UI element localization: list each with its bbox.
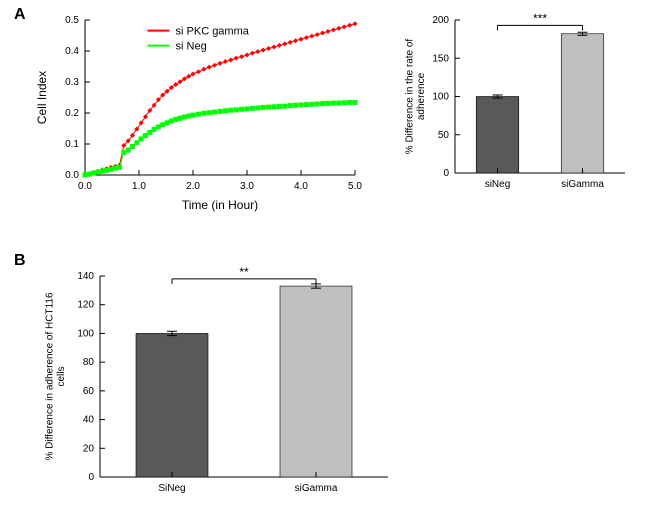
svg-text:200: 200 xyxy=(432,15,449,26)
svg-text:0.0: 0.0 xyxy=(78,181,92,192)
svg-text:100: 100 xyxy=(77,328,94,339)
svg-text:0: 0 xyxy=(443,168,449,179)
svg-text:0.5: 0.5 xyxy=(65,15,79,26)
svg-text:Time (in Hour): Time (in Hour) xyxy=(182,198,258,212)
svg-text:0.0: 0.0 xyxy=(65,170,79,181)
svg-text:20: 20 xyxy=(83,443,95,454)
panel-b-label: B xyxy=(14,252,26,270)
svg-text:150: 150 xyxy=(432,53,449,64)
svg-text:cells: cells xyxy=(56,366,67,386)
svg-text:80: 80 xyxy=(83,357,95,368)
svg-text:adherence: adherence xyxy=(416,72,427,120)
panel-b-bar-chart: 0 20 40 60 80 100 120 140 SiNeg siGamma ** % Differ… xyxy=(40,262,400,507)
svg-text:si PKC gamma: si PKC gamma xyxy=(176,26,250,38)
svg-text:60: 60 xyxy=(83,386,95,397)
svg-text:0.1: 0.1 xyxy=(65,139,79,150)
panel-a-label: A xyxy=(14,6,26,24)
svg-text:50: 50 xyxy=(438,130,450,141)
svg-text:SiNeg: SiNeg xyxy=(158,483,185,494)
svg-text:si Neg: si Neg xyxy=(176,41,207,53)
svg-text:0.4: 0.4 xyxy=(65,46,79,57)
svg-text:siGamma: siGamma xyxy=(295,483,338,494)
svg-text:120: 120 xyxy=(77,300,94,311)
svg-text:***: *** xyxy=(533,11,547,25)
svg-text:Cell Index: Cell Index xyxy=(35,71,49,124)
svg-text:**: ** xyxy=(239,265,249,279)
svg-text:140: 140 xyxy=(77,271,94,282)
svg-text:5.0: 5.0 xyxy=(348,181,362,192)
svg-text:0.3: 0.3 xyxy=(65,77,79,88)
panel-a-bar-chart: 0 50 100 150 200 siNeg siGamma *** % Difference … xyxy=(400,6,635,201)
svg-text:100: 100 xyxy=(432,92,449,103)
svg-text:0: 0 xyxy=(88,472,94,483)
svg-text:siNeg: siNeg xyxy=(485,179,511,190)
svg-text:0.2: 0.2 xyxy=(65,108,79,119)
panel-a-line-chart: 0.0 1.0 2.0 3.0 4.0 5.0 0.0 0.1 0.2 0.3 0.4 0.5 Time… xyxy=(30,10,365,215)
svg-text:3.0: 3.0 xyxy=(240,181,254,192)
svg-text:4.0: 4.0 xyxy=(294,181,308,192)
svg-text:% Difference in the rate of: % Difference in the rate of xyxy=(404,39,415,155)
svg-text:% Difference in adherence of H: % Difference in adherence of HCT116 xyxy=(44,292,55,460)
svg-text:2.0: 2.0 xyxy=(186,181,200,192)
svg-text:siGamma: siGamma xyxy=(561,179,604,190)
svg-text:40: 40 xyxy=(83,415,95,426)
svg-text:1.0: 1.0 xyxy=(132,181,146,192)
